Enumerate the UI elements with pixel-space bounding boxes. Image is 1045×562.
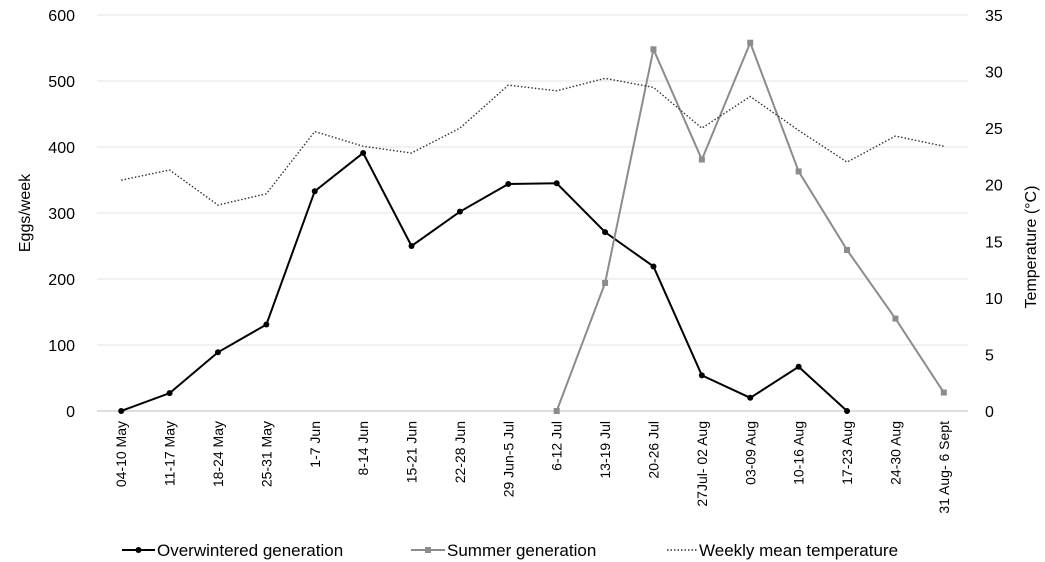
data-point [166,390,173,397]
right-tick-label: 35 [985,8,1003,25]
x-tick-label: 25-31 May [258,421,274,487]
data-point [505,180,512,187]
data-point [602,229,609,236]
series-weekly-mean-temperature [121,77,944,206]
data-point [844,408,851,414]
right-tick-label: 10 [985,291,1003,308]
data-point [118,408,125,414]
series-line [120,151,848,412]
left-axis-title: Eggs/week [17,173,34,252]
series-overwintered-generation [118,149,851,414]
data-point [747,39,754,46]
x-tick-label: 20-26 Jul [645,421,661,479]
x-tick-label: 13-19 Jul [597,421,613,479]
data-point [698,372,705,379]
legend-marker [425,547,431,553]
data-point [360,149,367,156]
legend: Overwintered generation Summer generation… [122,541,898,560]
x-tick-label: 22-28 Jun [452,421,468,483]
right-tick-label: 20 [985,178,1003,195]
x-tick-label: 17-23 Aug [839,421,855,485]
data-point [650,263,657,270]
legend-marker [135,547,142,553]
gridlines [97,14,968,412]
legend-item: Overwintered generation [122,541,343,560]
x-tick-label: 15-21 Jun [404,421,420,483]
plot-series [118,39,947,414]
legend-item: Weekly mean temperature [667,541,898,560]
x-axis: 04-10 May 11-17 May 18-24 May 25-31 May 1-7 … [113,421,952,514]
data-point [892,315,899,322]
x-tick-label: 29 Jun-5 Jul [500,421,516,497]
x-tick-label: 04-10 May [113,421,129,487]
legend-label: Summer generation [447,541,596,560]
x-tick-label: 6-12 Jul [549,421,565,471]
left-tick-label: 600 [48,8,75,25]
left-y-axis: 0 100 200 300 400 500 600 [48,8,75,421]
data-point [214,349,221,356]
right-tick-label: 30 [985,65,1003,82]
data-point [311,188,318,195]
series-line [121,77,944,206]
data-point [747,394,754,401]
data-point [795,168,802,175]
x-tick-label: 24-30 Aug [887,421,903,485]
data-point [795,363,802,370]
left-tick-label: 100 [48,338,75,355]
data-point [698,156,705,163]
data-point [602,279,609,286]
data-point [553,180,560,187]
legend-label: Weekly mean temperature [699,541,898,560]
data-point [650,46,657,53]
left-tick-label: 200 [48,272,75,289]
series-line [555,39,945,412]
series-summer-generation [553,39,947,414]
x-tick-label: 11-17 May [162,421,178,486]
right-tick-label: 5 [985,347,994,364]
left-tick-label: 500 [48,74,75,91]
right-axis-title: Temperature (°C) [1023,186,1040,309]
data-point [844,246,851,253]
x-tick-label: 03-09 Aug [742,421,758,485]
data-point [553,408,560,414]
right-tick-label: 0 [985,404,994,421]
x-tick-label: 18-24 May [210,421,226,487]
left-tick-label: 300 [48,206,75,223]
data-point [456,208,463,215]
legend-label: Overwintered generation [157,541,343,560]
right-tick-label: 25 [985,121,1003,138]
data-point [408,243,415,249]
right-tick-label: 15 [985,234,1003,251]
legend-item: Summer generation [411,541,596,560]
data-point [263,321,270,328]
x-tick-label: 27Jul- 02 Aug [694,421,710,507]
data-point [940,389,947,396]
x-tick-label: 10-16 Aug [791,421,807,485]
left-tick-label: 0 [66,404,75,421]
x-tick-label: 8-14 Jun [355,421,371,475]
x-tick-label: 31 Aug- 6 Sept [936,421,952,514]
left-tick-label: 400 [48,140,75,157]
right-y-axis: 0 5 10 15 20 25 30 35 [985,8,1003,421]
x-tick-label: 1-7 Jun [307,421,323,468]
